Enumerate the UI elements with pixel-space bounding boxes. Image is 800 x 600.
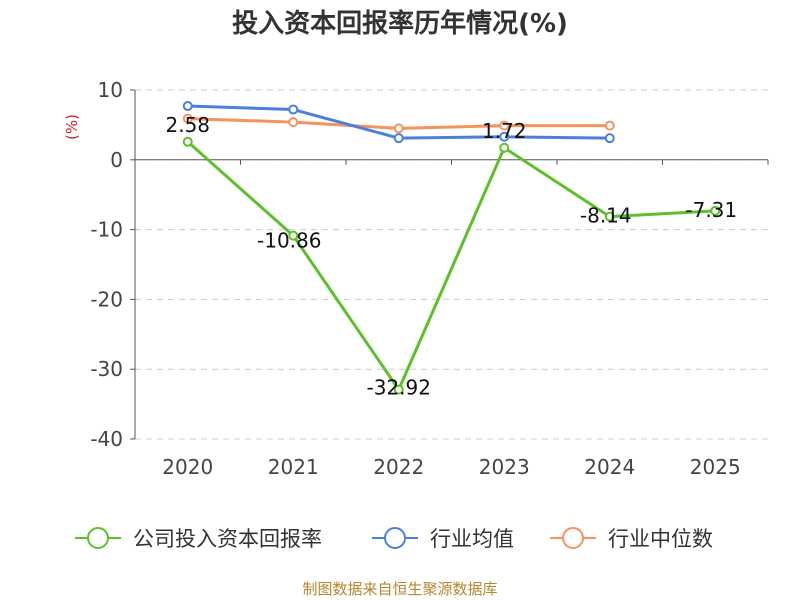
series-point-2 bbox=[604, 120, 615, 131]
legend-label: 行业中位数 bbox=[608, 527, 713, 551]
y-tick-label: -10 bbox=[90, 218, 123, 242]
series-point-2 bbox=[499, 120, 510, 131]
legend: 公司投入资本回报率 行业均值 行业中位数 bbox=[75, 527, 713, 551]
series-point-1 bbox=[182, 101, 193, 112]
x-tick-label: 2020 bbox=[162, 455, 213, 479]
x-tick-label: 2024 bbox=[584, 455, 635, 479]
data-label: -10.86 bbox=[257, 229, 321, 253]
series-point-0 bbox=[604, 211, 615, 222]
series-point-0 bbox=[288, 230, 299, 241]
series-point-0 bbox=[182, 136, 193, 147]
y-axis-unit-label: (%) bbox=[63, 114, 81, 140]
series-point-1 bbox=[393, 133, 404, 144]
y-tick-label: 10 bbox=[98, 78, 123, 102]
series-point-2 bbox=[288, 117, 299, 128]
legend-swatch-marker bbox=[384, 527, 406, 549]
x-tick-label: 2021 bbox=[268, 455, 319, 479]
legend-label: 行业均值 bbox=[430, 527, 514, 551]
series-point-0 bbox=[393, 384, 404, 395]
legend-label: 公司投入资本回报率 bbox=[133, 527, 322, 551]
x-tick-label: 2025 bbox=[690, 455, 741, 479]
data-label: 1.72 bbox=[482, 119, 527, 143]
series-point-1 bbox=[288, 104, 299, 115]
data-label: -8.14 bbox=[580, 204, 632, 228]
y-tick-label: -30 bbox=[90, 357, 123, 381]
legend-swatch-marker bbox=[562, 527, 584, 549]
series-point-2 bbox=[182, 113, 193, 124]
series-point-1 bbox=[499, 131, 510, 142]
chart-title: 投入资本回报率历年情况(%) bbox=[232, 8, 568, 39]
series-line-0 bbox=[186, 140, 716, 392]
axes: 10 0 -10 -20 -30 -40 2020 2021 2022 2023 2024 2025 bbox=[90, 78, 769, 479]
y-tick-label: -40 bbox=[90, 427, 123, 451]
series-point-1 bbox=[604, 133, 615, 144]
gridlines bbox=[135, 89, 768, 440]
series-layer bbox=[182, 101, 721, 395]
series-point-0 bbox=[710, 205, 721, 216]
data-label: 2.58 bbox=[165, 113, 210, 137]
series-point-0 bbox=[499, 142, 510, 153]
y-tick-label: 0 bbox=[110, 148, 123, 172]
series-point-2 bbox=[393, 123, 404, 134]
source-note: 制图数据来自恒生聚源数据库 bbox=[302, 580, 497, 598]
x-tick-label: 2023 bbox=[479, 455, 530, 479]
y-tick-label: -20 bbox=[90, 287, 123, 311]
legend-swatch-marker bbox=[87, 527, 109, 549]
data-labels: 2.58 -10.86 -32.92 1.72 -8.14 -7.31 bbox=[165, 113, 737, 400]
x-tick-label: 2022 bbox=[373, 455, 424, 479]
data-label: -7.31 bbox=[685, 198, 737, 222]
data-label: -32.92 bbox=[367, 376, 431, 400]
